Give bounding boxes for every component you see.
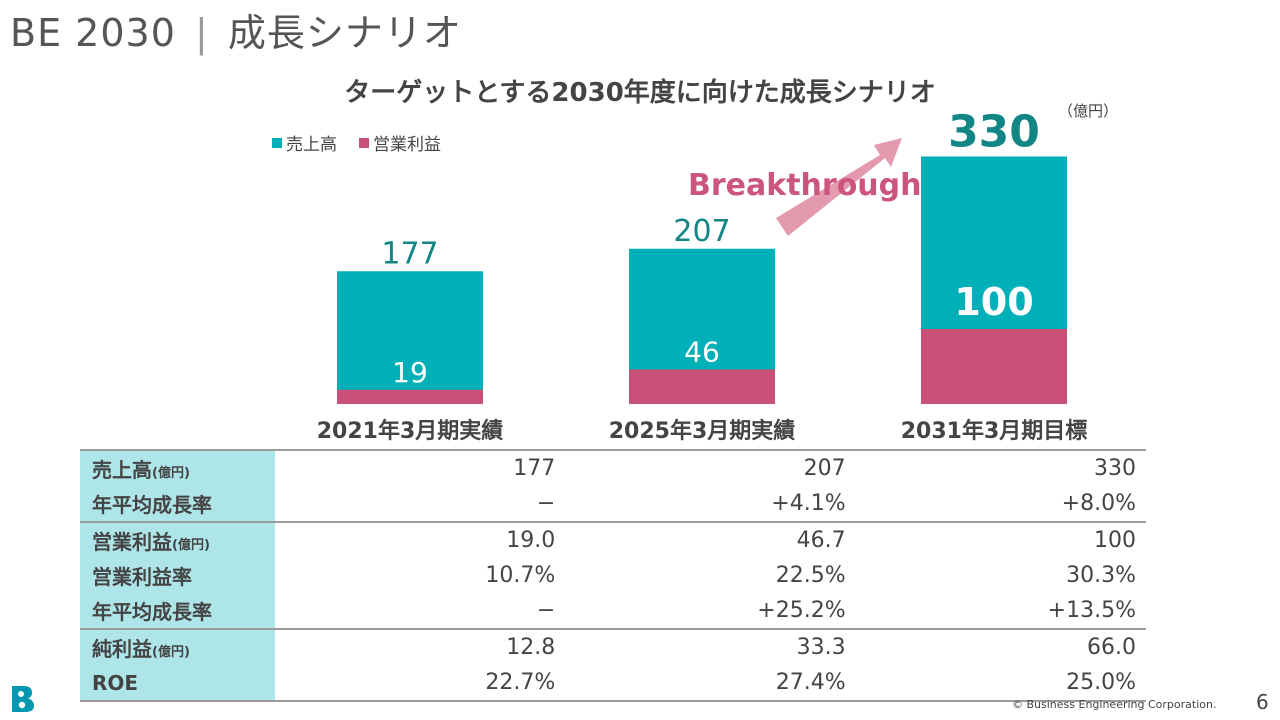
table-row: ROE 22.7% 27.4% 25.0%	[80, 665, 1146, 702]
table-cell: 10.7%	[485, 563, 556, 588]
table-cell: 22.7%	[275, 665, 566, 702]
legend-item-sales: 売上高	[272, 130, 337, 155]
row-label: 年平均成長率	[80, 593, 276, 629]
row-label-text: 営業利益率	[92, 565, 192, 589]
breakthrough-annotation: Breakthrough	[688, 168, 922, 203]
breakthrough-arrow-icon	[776, 138, 902, 236]
table-cell: 30.3%	[1066, 563, 1136, 588]
table-row: 年平均成長率 − +25.2% +13.5%	[80, 593, 1146, 629]
category-label: 2031年3月期目標	[901, 418, 1088, 444]
row-label-text: 年平均成長率	[92, 493, 212, 517]
row-unit: (億円)	[152, 645, 190, 660]
category-label: 2025年3月期実績	[609, 418, 796, 444]
table-cell: 330	[855, 449, 1146, 486]
row-unit: (億円)	[172, 538, 210, 553]
table-cell: 33.3	[565, 628, 856, 665]
bar-operating-profit	[629, 369, 775, 404]
table-cell: +13.5%	[1047, 598, 1136, 623]
unit-label: （億円）	[1058, 102, 1119, 120]
page-title-sub: 成長シナリオ	[227, 11, 462, 55]
row-label-text: 売上高	[92, 458, 152, 482]
table-row: 純利益(億円) 12.8 33.3 66.0	[80, 628, 1146, 665]
table-cell: +8.0%	[1061, 491, 1136, 516]
page-title-main: BE 2030	[10, 11, 176, 55]
table-cell: 100	[855, 521, 1146, 558]
legend-label-sales: 売上高	[286, 135, 337, 155]
category-label: 2021年3月期実績	[317, 418, 504, 444]
row-label: 売上高(億円)	[80, 449, 276, 486]
legend-label-operating-profit: 営業利益	[373, 135, 441, 155]
legend-swatch-operating-profit	[359, 137, 369, 148]
chart-legend: 売上高 営業利益	[272, 130, 441, 155]
data-label-operating-profit: 19	[392, 356, 428, 389]
table-cell: 177	[275, 449, 566, 486]
financial-table: 売上高(億円) 177 207 330 年平均成長率 − +4.1% +8.0% 営業利益(億円…	[80, 449, 1146, 702]
row-label: 営業利益(億円)	[80, 521, 276, 558]
bar-operating-profit	[337, 389, 483, 404]
data-label-operating-profit: 46	[684, 336, 720, 369]
legend-swatch-sales	[272, 137, 282, 148]
data-label-sales: 330	[948, 107, 1040, 158]
page-number: 6	[1256, 690, 1269, 714]
row-label-text: ROE	[92, 670, 139, 695]
title-separator: |	[194, 11, 209, 55]
table-row: 年平均成長率 − +4.1% +8.0%	[80, 486, 1146, 522]
table-cell: +4.1%	[771, 491, 846, 516]
table-cell: −	[536, 598, 556, 623]
table-cell: 22.5%	[775, 563, 846, 588]
data-label-sales: 177	[381, 236, 438, 271]
row-label: 年平均成長率	[80, 486, 276, 522]
table-cell: 46.7	[565, 521, 856, 558]
row-label: 純利益(億円)	[80, 628, 276, 665]
company-logo-icon	[12, 686, 34, 712]
row-label-text: 年平均成長率	[92, 600, 212, 624]
table-cell: 66.0	[855, 628, 1146, 665]
bar-operating-profit	[921, 329, 1067, 404]
table-row: 営業利益(億円) 19.0 46.7 100	[80, 521, 1146, 558]
data-label-operating-profit: 100	[954, 280, 1033, 324]
table-cell: 25.0%	[855, 665, 1146, 702]
bar-sales	[337, 271, 483, 404]
table-row: 営業利益率 10.7% 22.5% 30.3%	[80, 558, 1146, 593]
row-label-text: 純利益	[92, 637, 152, 661]
table-cell: 27.4%	[565, 665, 856, 702]
page-title: BE 2030 | 成長シナリオ	[10, 2, 462, 57]
data-label-sales: 207	[673, 214, 730, 249]
table-cell: 19.0	[275, 521, 566, 558]
row-label-text: 営業利益	[92, 530, 172, 554]
table-cell: 207	[565, 449, 856, 486]
chart-title: ターゲットとする2030年度に向けた成長シナリオ	[344, 78, 936, 108]
table-cell: −	[536, 491, 556, 516]
table-cell: +25.2%	[757, 598, 846, 623]
row-label: ROE	[80, 665, 276, 702]
row-unit: (億円)	[152, 466, 190, 481]
table-row: 売上高(億円) 177 207 330	[80, 449, 1146, 486]
table-cell: 12.8	[275, 628, 566, 665]
legend-item-operating-profit: 営業利益	[359, 130, 441, 155]
copyright-text: © Business Engineering Corporation.	[1012, 698, 1217, 711]
bar-chart: 177 19 2021年3月期実績 207 46 2025年3月期実績 330 100 2031…	[317, 107, 1088, 445]
row-label: 営業利益率	[80, 558, 276, 593]
